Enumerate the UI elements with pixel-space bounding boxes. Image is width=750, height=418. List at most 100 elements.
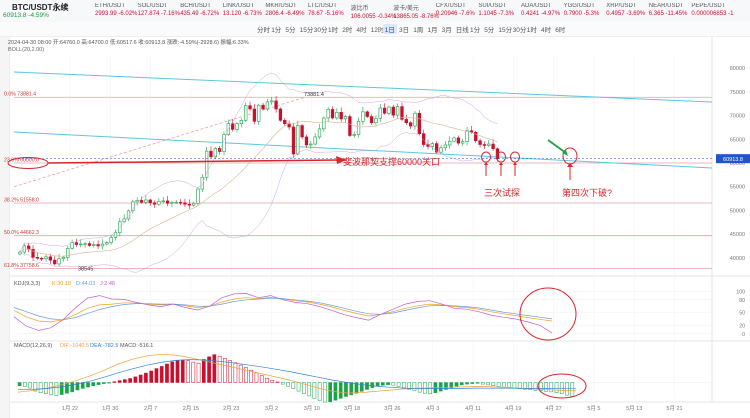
timeframe-tab[interactable]: 1分 — [271, 27, 282, 34]
candle-body — [144, 199, 148, 203]
x-tick-label: 4月 11 — [465, 405, 481, 412]
macd-bar — [286, 382, 290, 387]
candle-body — [105, 242, 109, 245]
ticker-item[interactable]: MKR/USDT 2806.4 -6.49% — [265, 3, 327, 17]
timeframe-tab[interactable]: 2时 — [342, 27, 353, 34]
drawing-toolbar[interactable] — [0, 37, 10, 418]
macd-bar — [402, 382, 406, 389]
candle-body — [491, 143, 495, 150]
candle-body — [448, 140, 452, 146]
timeframe-tab[interactable]: 30分 — [512, 27, 527, 34]
x-tick-label: 4月 27 — [545, 405, 561, 412]
macd-bar — [528, 382, 533, 390]
ticker-item[interactable]: YGG/USDT 0.7900 -5.3% — [564, 3, 626, 17]
timeframe-tab[interactable]: 5分 — [484, 27, 495, 34]
ticker-item[interactable]: CFX/USDT 0.20946 -7.6% — [436, 3, 498, 17]
y-tick-label: 75000 — [730, 90, 745, 96]
fourth-test-circle — [562, 147, 578, 165]
macd-bar — [538, 382, 543, 392]
y-tick-label: 80000 — [730, 66, 745, 72]
y-tick-label: 50000 — [730, 208, 745, 214]
ticker-item[interactable]: ETH/USDT 2993.99 -6.02% — [95, 3, 157, 17]
macd-bar — [123, 379, 127, 383]
timeframe-tab[interactable]: 日线 — [455, 27, 469, 34]
macd-bar — [559, 382, 564, 395]
candle-body — [131, 201, 135, 212]
macd-bar — [159, 366, 164, 383]
candle-body — [152, 202, 157, 205]
macd-bar — [338, 382, 343, 399]
boll-indicator-label[interactable]: BOLL(20,2.00) — [8, 47, 45, 53]
candle-body — [474, 131, 478, 142]
ticker-item[interactable]: SUI/USDT 1.1045 -7.3% — [478, 3, 540, 17]
timeframe-tab[interactable]: 1时 — [526, 27, 537, 34]
timeframe-tab[interactable]: 1周 — [413, 27, 424, 34]
candle-body — [66, 248, 70, 258]
macd-bar — [28, 382, 32, 389]
timeframe-tab[interactable]: 15分 — [498, 27, 513, 34]
macd-bar — [454, 382, 459, 387]
timeframe-tab[interactable]: 12时 — [370, 27, 385, 34]
timeframe-tab[interactable]: 15分 — [299, 27, 314, 34]
ticker-item[interactable]: 波比币 106.0055 -0.34% — [351, 3, 413, 20]
top-bar: BTC/USDT永续 60913.8 -4.59% ETH/USDT 2993.9… — [0, 0, 750, 23]
candle-body — [231, 123, 235, 130]
ticker-name: BCH/USDT — [180, 3, 211, 9]
timeframe-tab[interactable]: 4时 — [356, 27, 367, 34]
candle-body — [322, 117, 326, 130]
ticker-item[interactable]: SOL/USDT 127.874 -7.16% — [138, 3, 200, 17]
candle-body — [126, 210, 131, 220]
macd-bar — [217, 355, 222, 383]
macd-bar — [491, 382, 496, 386]
ticker-item[interactable]: LINK/USDT 13.120 -6.73% — [223, 3, 285, 17]
timeframe-tab[interactable]: 30分 — [313, 27, 328, 34]
candle-body — [87, 243, 92, 246]
ticker-item[interactable]: 波卡/美元 13865.05 -8.76% — [393, 3, 455, 20]
timeframe-tab[interactable]: 1日 — [382, 24, 397, 34]
timeframe-tab[interactable]: 6时 — [555, 27, 566, 34]
macd-bar — [507, 382, 511, 388]
candle-body — [244, 105, 248, 121]
timeframe-tab[interactable]: 4时 — [541, 27, 552, 34]
candle-body — [61, 257, 66, 260]
ticker-item[interactable]: NEAR/USDT 6.365 -11.45% — [649, 3, 711, 17]
candle-body — [174, 202, 178, 204]
ticker-item[interactable]: ADA/USDT 0.4241 -4.97% — [521, 3, 583, 17]
ticker-value: 435.49 -6.72% — [180, 11, 220, 17]
symbol-title[interactable]: BTC/USDT永续 — [12, 3, 69, 12]
boll-mid-line — [19, 116, 498, 257]
fourth-arrow-head — [567, 163, 573, 167]
timeframe-tab[interactable]: 分时 — [257, 27, 270, 34]
candle-body — [365, 111, 369, 117]
macd-bar — [570, 382, 575, 397]
candle-body — [387, 106, 391, 114]
candle-body — [209, 150, 213, 158]
ticker-item[interactable]: PEPE/USDT 0.000006853 -1 — [691, 3, 750, 17]
candle-body — [369, 116, 374, 124]
timeframe-tab[interactable]: 1时 — [328, 27, 339, 34]
ticker-item[interactable]: LTC/USDT 78.67 -5.16% — [308, 3, 370, 17]
fourth-break-text: 第四次下破? — [562, 187, 612, 198]
timeframe-tab[interactable]: 1分 — [470, 27, 481, 34]
ticker-item[interactable]: BCH/USDT 435.49 -6.72% — [180, 3, 242, 17]
macd-bar — [396, 382, 401, 387]
timeframe-tab[interactable]: 1月 — [427, 27, 438, 34]
candle-body — [330, 109, 335, 119]
candle-body — [44, 256, 48, 260]
x-tick-label: 4月 3 — [426, 405, 439, 412]
ticker-item[interactable]: XRP/USDT 0.4957 -3.69% — [606, 3, 668, 17]
timeframe-tab[interactable]: 3日 — [399, 27, 410, 34]
candle-body — [435, 143, 439, 153]
low-label: 38545 — [78, 267, 93, 273]
candle-body — [487, 143, 491, 146]
candle-body — [170, 202, 174, 204]
macd-bar — [128, 378, 132, 383]
macd-bar — [212, 354, 217, 383]
fib-level-label: 23.6% 60000.0 — [4, 158, 39, 164]
y-tick-label: 65000 — [730, 137, 745, 143]
macd-bar — [244, 367, 248, 383]
timeframe-tab[interactable]: 3月 — [441, 27, 452, 34]
ticker-name: ADA/USDT — [521, 3, 552, 9]
timeframe-tab[interactable]: 5分 — [285, 27, 296, 34]
